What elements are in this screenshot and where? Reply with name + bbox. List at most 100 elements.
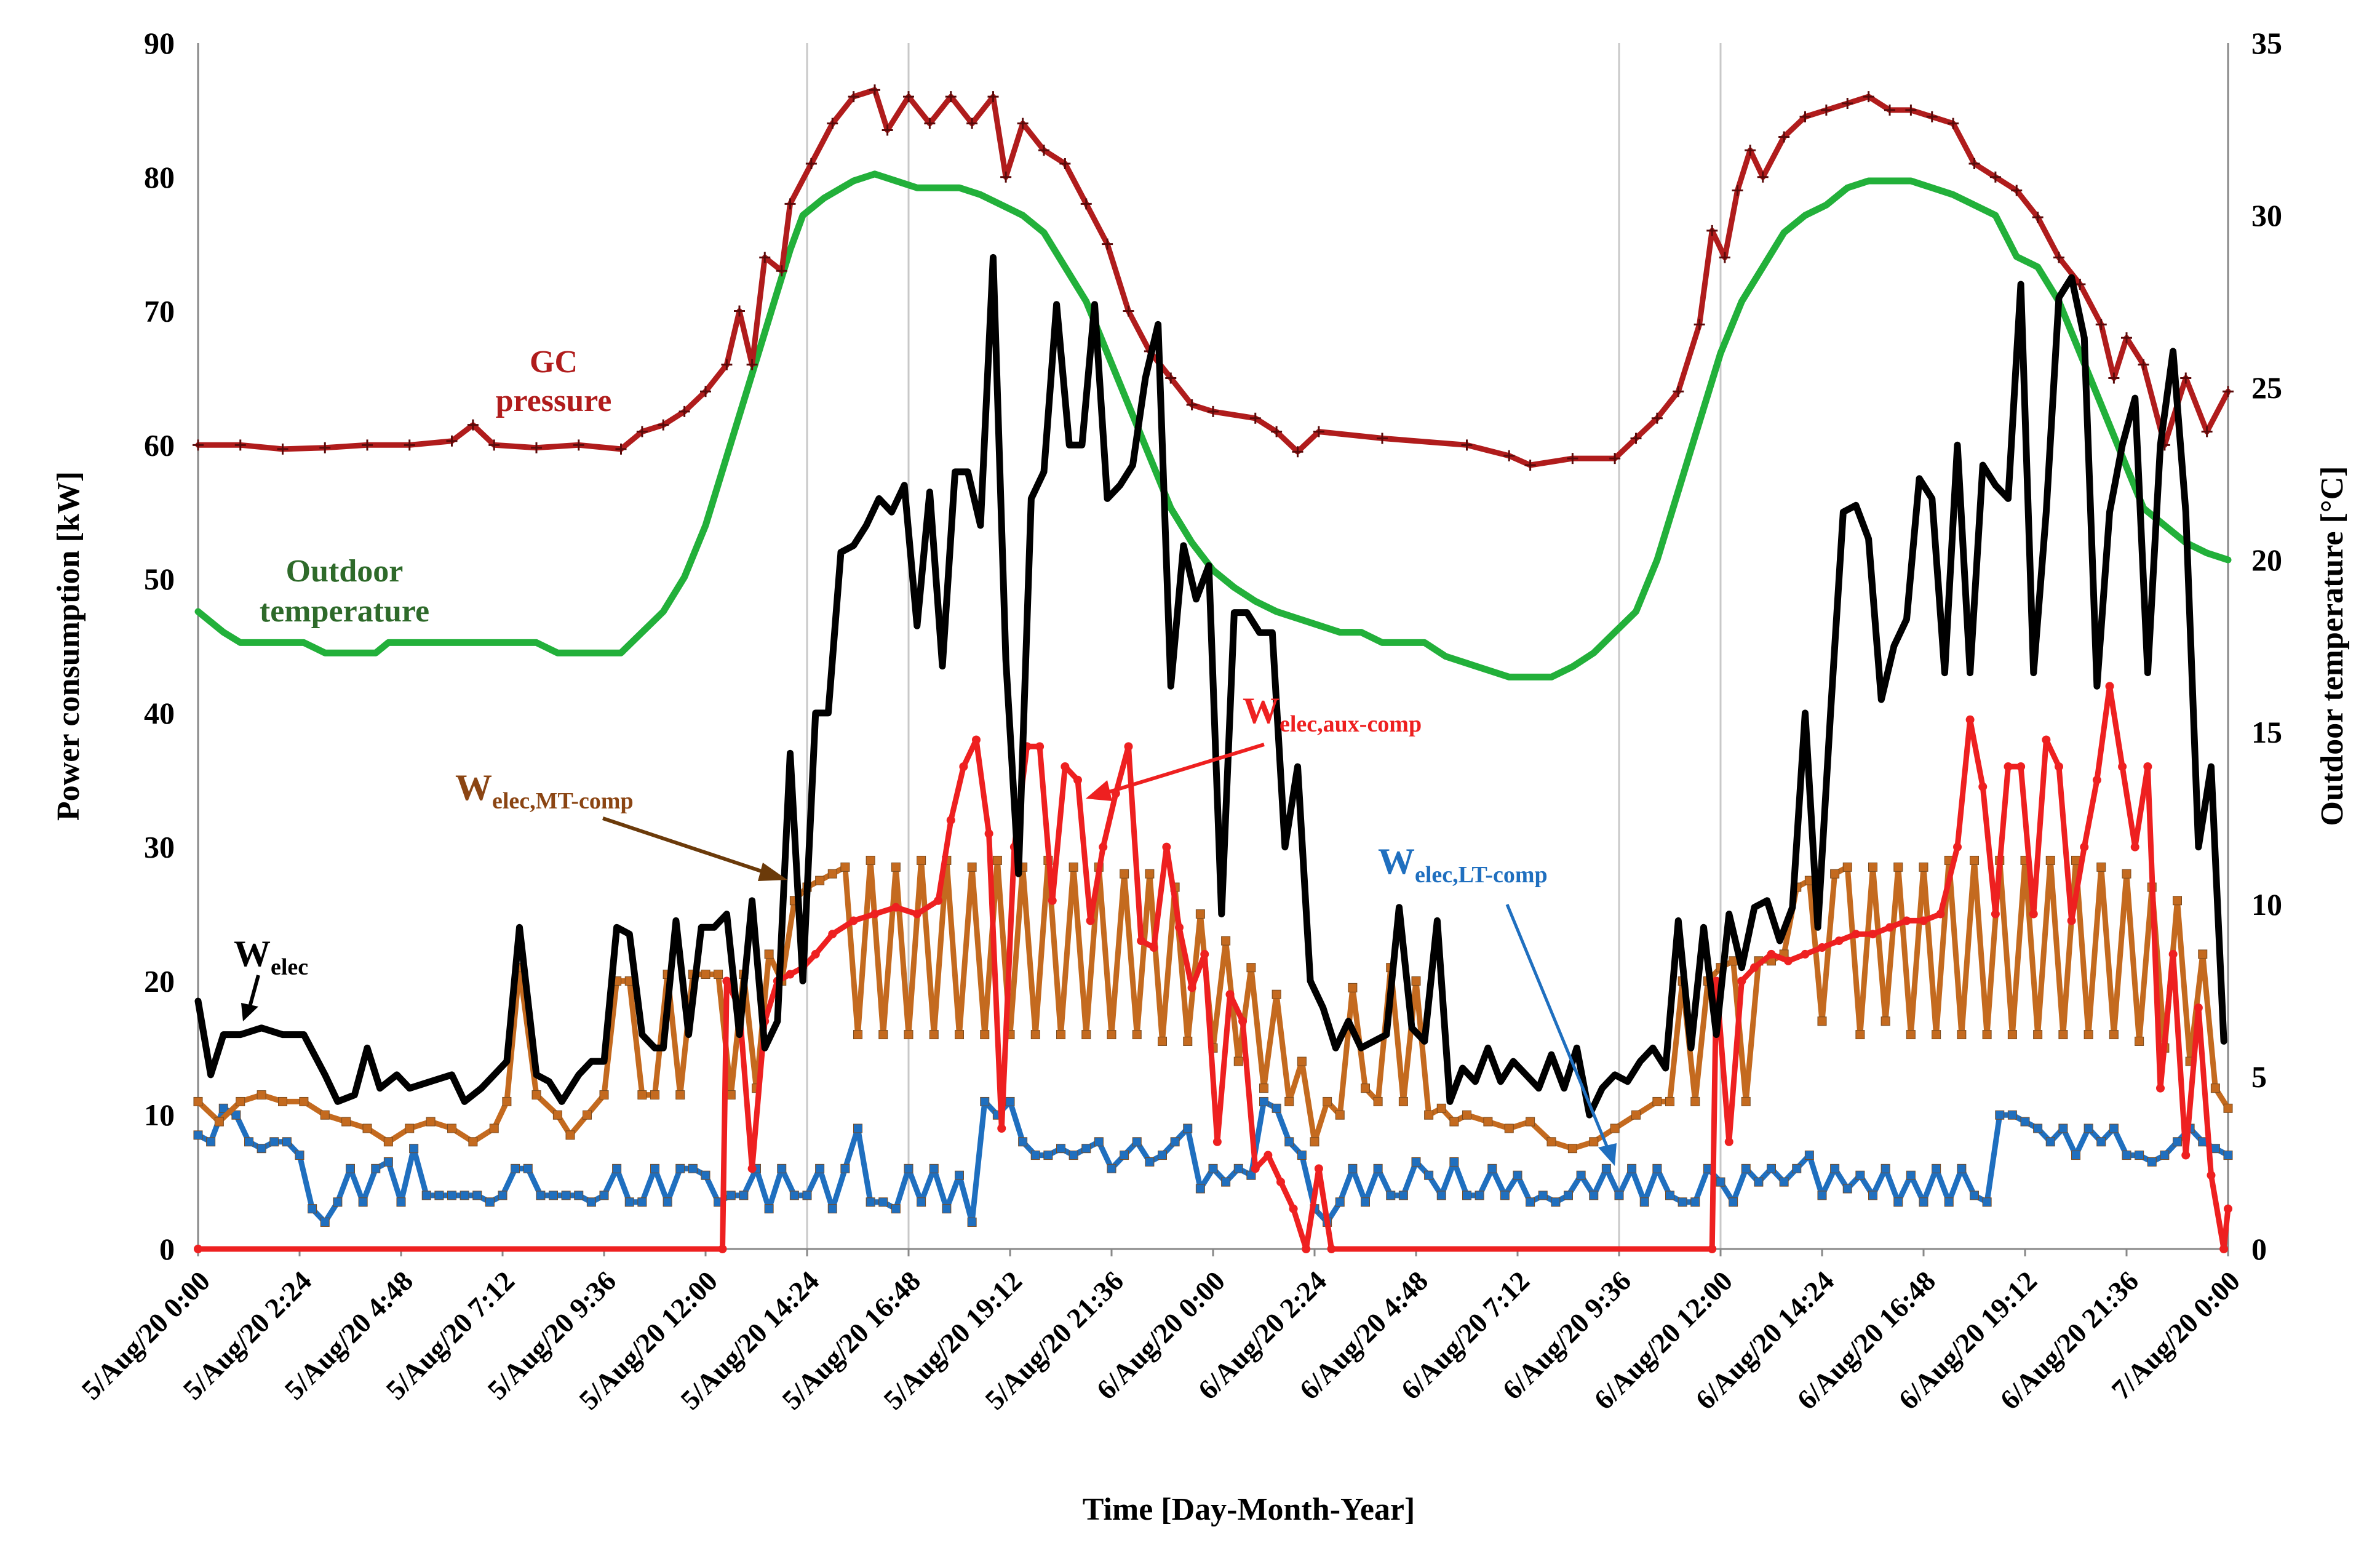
data-point (1411, 1157, 1421, 1167)
data-point (1081, 1144, 1091, 1154)
data-point (1868, 930, 1877, 939)
data-point (721, 359, 733, 370)
data-point (1576, 1170, 1586, 1180)
left-y-tick-label: 50 (144, 562, 175, 596)
data-point (636, 426, 648, 437)
data-point (739, 1191, 749, 1200)
data-point (421, 1191, 431, 1200)
data-point (1589, 1137, 1599, 1147)
data-point (675, 1090, 685, 1100)
left-y-tick-label: 30 (144, 830, 175, 864)
data-point (277, 443, 289, 455)
data-point (789, 1191, 799, 1200)
data-point (777, 1163, 787, 1173)
data-point (1546, 1137, 1556, 1147)
data-point (1842, 1184, 1852, 1194)
data-point (1272, 989, 1281, 999)
welec-main: W (234, 933, 271, 974)
data-point (1137, 936, 1146, 946)
right-y-tick-label: 15 (2251, 715, 2282, 749)
data-point (1551, 1197, 1561, 1207)
welec-lt-label: Welec,LT-comp (1378, 841, 1548, 888)
data-point (2058, 1030, 2068, 1040)
data-point (1276, 1178, 1285, 1187)
data-point (1094, 1137, 1104, 1147)
data-point (637, 1197, 647, 1207)
data-point (840, 1163, 850, 1173)
data-point (1165, 372, 1177, 384)
data-point (945, 91, 957, 103)
data-point (1411, 976, 1421, 986)
data-point (358, 1197, 368, 1207)
data-point (1048, 896, 1057, 905)
data-point (2210, 1083, 2220, 1093)
data-point (866, 855, 875, 865)
series-line-welec (194, 253, 2227, 1119)
data-point (2223, 386, 2234, 397)
data-point (1017, 118, 1029, 129)
series-welec (194, 253, 2227, 1119)
welec-lt-sub: elec,LT-comp (1415, 862, 1548, 888)
data-point (1086, 916, 1095, 925)
data-point (447, 1191, 456, 1200)
series-welec-aux-comp (194, 682, 2232, 1253)
data-point (1259, 1096, 1268, 1106)
data-point (269, 1137, 279, 1147)
data-point (714, 970, 723, 979)
welec-aux-arrow-line (1107, 743, 1265, 794)
data-point (2173, 896, 2182, 906)
data-point (1767, 1163, 1776, 1173)
data-point (942, 1204, 952, 1214)
data-point (1073, 775, 1082, 784)
data-point (1708, 1245, 1717, 1253)
data-point (244, 1137, 253, 1147)
data-point (1107, 1030, 1116, 1040)
data-point (2121, 332, 2132, 344)
data-point (1292, 446, 1303, 458)
data-point (1610, 1123, 1620, 1133)
data-point (1690, 1096, 1700, 1106)
data-point (1361, 1197, 1370, 1207)
data-point (992, 855, 1002, 865)
data-point (1855, 1170, 1865, 1180)
data-point (1221, 1177, 1231, 1187)
data-point (1639, 1197, 1649, 1207)
data-point (320, 1217, 330, 1227)
data-point (1830, 1163, 1840, 1173)
data-point (193, 1096, 203, 1106)
data-point (848, 91, 859, 103)
data-point (1651, 412, 1663, 424)
data-point (1754, 1177, 1764, 1187)
data-point (980, 1030, 990, 1040)
data-point (2109, 1123, 2119, 1133)
data-point (984, 829, 993, 838)
data-point (1893, 862, 1903, 872)
right-y-tick-labels: 0 5 10 15 20 25 30 35 (2251, 26, 2282, 1266)
right-y-tick-label: 5 (2251, 1059, 2267, 1094)
data-point (573, 439, 584, 451)
left-y-axis-title: Power consumption [kW] (51, 471, 86, 821)
data-point (929, 1030, 939, 1040)
data-point (1919, 862, 1928, 872)
data-point (1526, 1197, 1535, 1207)
data-point (295, 1151, 304, 1160)
data-point (2201, 426, 2213, 437)
data-point (489, 1123, 499, 1133)
data-point (784, 198, 796, 210)
data-point (1398, 1191, 1408, 1200)
data-point (891, 903, 901, 912)
data-point (1500, 1191, 1510, 1200)
data-point (1483, 1117, 1493, 1127)
data-point (371, 1163, 381, 1173)
data-point (987, 91, 999, 103)
data-point (764, 1204, 774, 1214)
data-point (257, 1144, 266, 1154)
data-point (1302, 1245, 1311, 1253)
data-point (467, 419, 479, 431)
data-point (1957, 1030, 1967, 1040)
data-point (1724, 1137, 1733, 1146)
data-point (2130, 842, 2139, 852)
data-point (1784, 956, 1793, 965)
data-point (193, 439, 204, 451)
